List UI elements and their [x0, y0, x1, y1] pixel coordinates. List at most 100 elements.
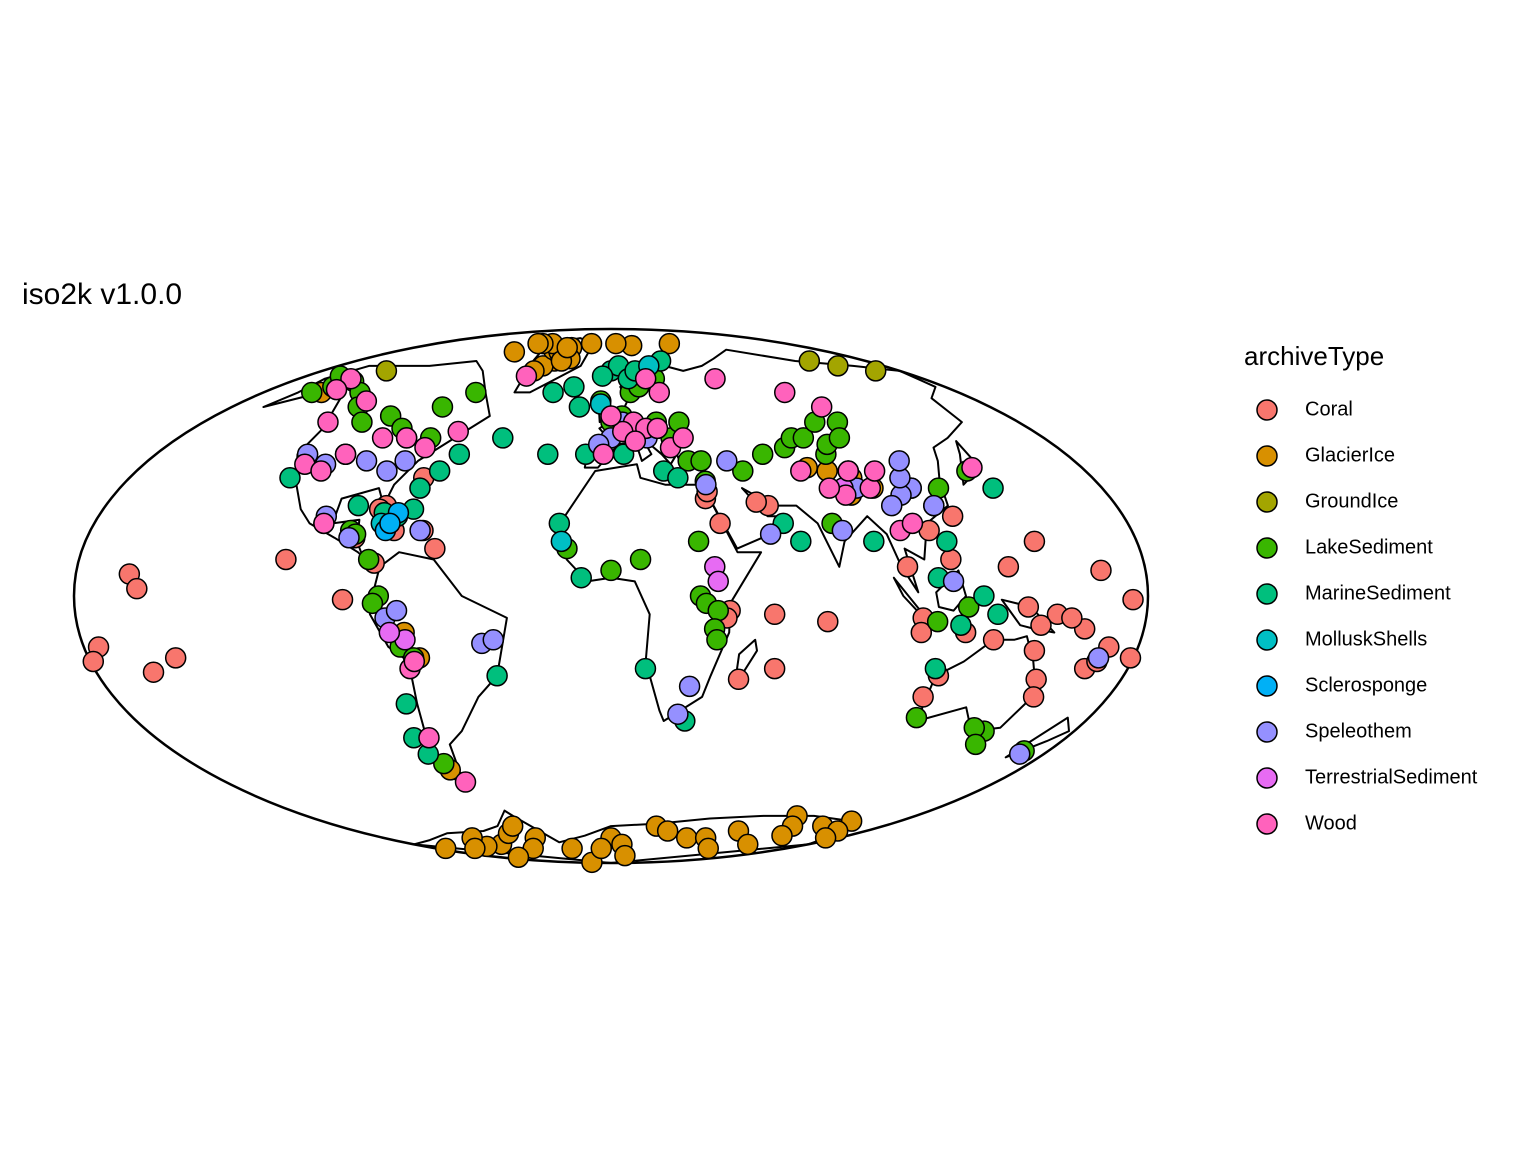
- site-point: [1008, 743, 1031, 765]
- site-point: [590, 837, 613, 860]
- site-point: [385, 599, 408, 622]
- site-point: [905, 706, 928, 729]
- site-point: [1119, 647, 1142, 669]
- site-point: [737, 833, 759, 856]
- site-point: [570, 566, 592, 589]
- site-point: [924, 657, 947, 680]
- site-point: [537, 443, 559, 465]
- site-point: [414, 436, 436, 459]
- site-point: [334, 443, 357, 465]
- site-point: [301, 381, 323, 404]
- globe-outline: [72, 327, 1150, 865]
- site-point: [880, 494, 903, 517]
- legend-swatch: [1256, 767, 1278, 789]
- site-point: [687, 530, 710, 553]
- site-point: [357, 548, 380, 571]
- site-point: [424, 537, 446, 560]
- legend: Coral GlacierIce GroundIce LakeSediment Mari…: [1256, 398, 1478, 835]
- site-point: [376, 460, 398, 482]
- site-point: [1061, 607, 1083, 629]
- site-point: [279, 467, 301, 489]
- site-point: [409, 519, 431, 542]
- site-point: [403, 650, 426, 673]
- legend-swatch: [1256, 675, 1278, 697]
- site-point: [355, 450, 378, 472]
- site-point: [695, 473, 717, 496]
- site-point: [331, 588, 354, 611]
- site-point: [961, 456, 983, 479]
- site-point: [448, 443, 471, 465]
- site-point: [634, 367, 657, 390]
- site-point: [901, 512, 924, 535]
- site-point: [351, 411, 373, 433]
- site-point: [313, 512, 335, 535]
- site-point: [940, 548, 962, 571]
- site-point: [716, 450, 738, 472]
- site-point: [763, 657, 786, 680]
- site-point: [667, 703, 689, 725]
- site-point: [1030, 614, 1052, 636]
- site-point: [548, 512, 571, 535]
- legend-swatch: [1256, 583, 1278, 605]
- site-point: [556, 336, 578, 359]
- site-point: [325, 378, 348, 401]
- site-point: [634, 657, 657, 680]
- site-point: [697, 837, 719, 860]
- site-point: [912, 686, 934, 708]
- site-point: [527, 332, 549, 355]
- site-point: [492, 427, 514, 449]
- legend-label: Sclerosponge: [1305, 674, 1427, 696]
- site-point: [704, 367, 726, 390]
- site-point: [827, 355, 849, 377]
- site-point: [656, 820, 679, 842]
- site-point: [501, 815, 524, 837]
- site-point: [568, 396, 591, 418]
- site-point: [751, 443, 774, 465]
- site-point: [759, 523, 782, 545]
- site-point: [774, 381, 796, 404]
- site-point: [727, 668, 750, 691]
- site-point: [395, 693, 418, 715]
- site-point: [340, 367, 362, 390]
- site-point: [347, 494, 370, 517]
- site-point: [910, 621, 933, 644]
- site-point: [982, 629, 1005, 651]
- site-point: [987, 603, 1009, 626]
- site-point: [888, 450, 910, 472]
- site-point: [355, 390, 378, 412]
- site-point: [580, 332, 603, 355]
- site-point: [379, 512, 401, 535]
- site-point: [648, 381, 671, 404]
- legend-label: MolluskShells: [1305, 628, 1427, 650]
- site-point: [503, 341, 526, 363]
- site-point: [486, 665, 508, 687]
- site-point: [828, 427, 851, 449]
- site-point: [395, 427, 418, 449]
- chart-title: iso2k v1.0.0: [22, 278, 182, 311]
- site-point: [561, 837, 583, 860]
- site-point: [863, 530, 885, 553]
- site-point: [434, 837, 457, 860]
- site-point: [338, 526, 360, 549]
- site-point: [818, 477, 841, 499]
- site-point: [591, 365, 614, 387]
- coastline: [733, 638, 758, 688]
- legend-swatch: [1256, 537, 1278, 559]
- site-point: [1122, 588, 1144, 611]
- site-point: [709, 512, 731, 535]
- site-point: [447, 420, 469, 443]
- site-point: [973, 585, 995, 607]
- legend-label: Speleothem: [1305, 720, 1412, 742]
- legend-swatch: [1256, 721, 1278, 743]
- site-point: [542, 381, 564, 404]
- site-point: [672, 427, 694, 449]
- site-point: [563, 376, 585, 398]
- site-point: [433, 752, 455, 775]
- site-point: [82, 650, 105, 673]
- site-point: [964, 733, 987, 756]
- site-point: [957, 596, 980, 618]
- site-point: [745, 491, 767, 513]
- site-point: [863, 460, 886, 482]
- site-point: [600, 559, 622, 582]
